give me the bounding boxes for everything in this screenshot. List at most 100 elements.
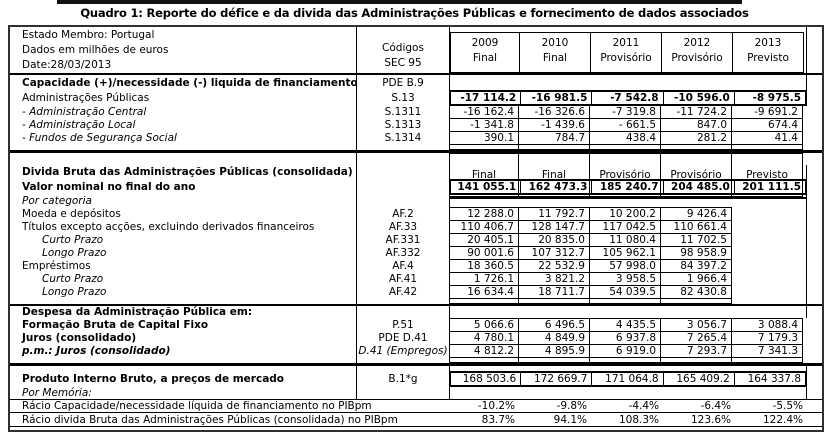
row-code xyxy=(357,306,449,318)
value-cell: 57 998.0 xyxy=(589,259,661,273)
row-code: S.13 xyxy=(391,92,415,104)
value-cell xyxy=(731,144,803,150)
value-cell: -8 975.5 xyxy=(733,92,805,104)
value-cell: 10 200.2 xyxy=(589,207,661,221)
row-code xyxy=(357,195,449,207)
row-label: Curto Prazo xyxy=(10,272,357,286)
codes-column-header: Códigos SEC 95 xyxy=(357,27,449,73)
table-title: Quadro 1: Reporte do défice e da divida … xyxy=(80,6,749,20)
row-code: AF.33 xyxy=(388,221,418,233)
table-row: Títulos excepto acções, excluindo deriva… xyxy=(10,220,822,234)
value-cell: 438.4 xyxy=(589,131,661,145)
codes-header-line1: Códigos xyxy=(382,42,424,54)
right-gap xyxy=(807,153,822,165)
value-cell: 110 661.4 xyxy=(660,220,732,234)
table-row: Curto Prazo AF.41 1 726.1 3 821.2 3 958.5 1 9… xyxy=(10,272,822,286)
codes-header-line2: SEC 95 xyxy=(384,57,422,69)
value-cell: 3 958.5 xyxy=(589,272,661,286)
row-values: 168 503.6 172 669.7 171 064.8 165 409.2 164 … xyxy=(449,371,807,387)
year-header-text: 2011 xyxy=(612,37,640,49)
value-cell: -9 691.2 xyxy=(731,105,803,119)
report-date-label: Date:28/03/2013 xyxy=(22,59,112,71)
row-code: P.51 xyxy=(392,319,414,331)
row-label xyxy=(10,366,357,371)
row-code: PDE D.41 xyxy=(378,332,428,344)
value-cell: 105 962.1 xyxy=(589,246,661,260)
right-gap xyxy=(807,220,822,234)
value-cell: 20 405.1 xyxy=(449,233,519,247)
right-gap xyxy=(807,131,822,145)
row-values xyxy=(449,195,807,207)
row-label: - Administração Central xyxy=(10,105,357,119)
value-cell: 201 111.5 xyxy=(733,181,805,193)
row-values xyxy=(449,427,807,430)
row-values xyxy=(449,387,807,399)
value-cell: -17 114.2 xyxy=(460,92,517,104)
right-gap xyxy=(807,233,822,247)
row-code xyxy=(357,179,449,195)
row-values: Final Final Provisório Provisório Previsto xyxy=(449,153,807,199)
year-header-text: 2012 xyxy=(683,37,711,49)
empty-cell xyxy=(732,220,804,234)
table-row: Por Memória: xyxy=(10,387,822,399)
value-cell: 4 812.2 xyxy=(449,344,519,358)
row-label xyxy=(10,357,357,363)
table-row: Administrações Públicas S.13 -17 114.2 -16 … xyxy=(10,90,822,106)
year-header-text: 2009 xyxy=(471,37,499,49)
value-cell: 16 634.4 xyxy=(449,285,519,299)
right-gap xyxy=(807,207,822,221)
data-units-label: Dados em milhões de euros xyxy=(22,44,169,56)
value-cell: 20 835.0 xyxy=(518,233,590,247)
value-cell: 7 265.4 xyxy=(660,331,732,345)
table-row: Moeda e depósitos AF.2 12 288.0 11 792.7 10 … xyxy=(10,207,822,221)
value-cell: 390.1 xyxy=(449,131,519,145)
row-values: 141 055.1 162 473.3 185 240.7 204 485.0 201 … xyxy=(449,179,807,195)
row-code: AF.4 xyxy=(392,260,414,272)
row-code: AF.332 xyxy=(385,247,421,259)
value-cell: 204 485.0 xyxy=(662,181,734,193)
value-cell: 3 056.7 xyxy=(660,318,732,332)
right-gap xyxy=(807,387,822,399)
value-cell: 281.2 xyxy=(660,131,732,145)
value-cell: -4.4% xyxy=(628,400,659,412)
year-column-header-cell: 2011 Provisório xyxy=(590,32,662,73)
row-label: Longo Prazo xyxy=(10,246,357,260)
table-row: Valor nominal no final do ano 141 055.1 16… xyxy=(10,179,822,195)
table-row: Longo Prazo AF.42 16 634.4 18 711.7 54 039.5… xyxy=(10,285,822,299)
table-row: Juros (consolidado) PDE D.41 4 780.1 4 849.… xyxy=(10,331,822,345)
value-cell: 4 435.5 xyxy=(589,318,661,332)
value-cell: -11 724.2 xyxy=(660,105,732,119)
row-label: Capacidade (+)/necessidade (-) liquida d… xyxy=(10,75,357,90)
right-gap xyxy=(807,413,822,426)
row-label: Rácio divida Bruta das Administrações Pú… xyxy=(22,413,398,426)
row-label xyxy=(10,144,357,150)
row-code: AF.41 xyxy=(388,273,418,285)
right-gap xyxy=(807,259,822,273)
row-code xyxy=(357,400,449,412)
year-header-text: Provisório xyxy=(671,52,723,64)
row-code: S.1314 xyxy=(384,132,422,144)
value-cell: 54 039.5 xyxy=(589,285,661,299)
row-values: 390.1 784.7 438.4 281.2 41.4 xyxy=(449,131,807,145)
value-cell xyxy=(731,357,803,363)
value-cell: 1 726.1 xyxy=(449,272,519,286)
right-gap xyxy=(807,331,822,345)
row-label: Curto Prazo xyxy=(10,233,357,247)
row-label: Longo Prazo xyxy=(10,285,357,299)
row-label: Administrações Públicas xyxy=(10,90,357,106)
row-values: 4 812.2 4 895.9 6 919.0 7 293.7 7 341.3 xyxy=(449,344,807,358)
year-column-header-cell: 2013 Previsto xyxy=(732,32,804,73)
value-cell: 122.4% xyxy=(762,413,803,426)
row-values: 83.7% 94.1% 108.3% 123.6% 122.4% xyxy=(449,413,807,426)
value-cell: 6 496.5 xyxy=(518,318,590,332)
right-gap xyxy=(807,195,822,207)
right-gap xyxy=(807,427,822,430)
value-cell: -9.8% xyxy=(556,400,587,412)
row-values: -1 341.8 -1 439.6- 661.5 847.0 674.4 xyxy=(449,118,807,132)
empty-cell xyxy=(732,272,804,286)
table-row: Capacidade (+)/necessidade (-) liquida d… xyxy=(10,75,822,90)
value-cell: -1 439.6 xyxy=(518,118,590,132)
value-cell: 7 179.3 xyxy=(731,331,803,345)
row-code xyxy=(357,387,449,399)
value-cell: 7 341.3 xyxy=(731,344,803,358)
